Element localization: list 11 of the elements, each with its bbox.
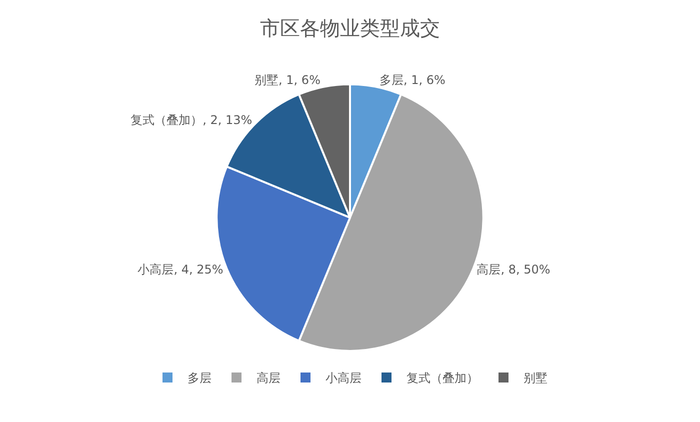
data-label: 别墅, 1, 6%: [254, 73, 320, 88]
data-label: 高层, 8, 50%: [476, 262, 550, 277]
data-label: 小高层, 4, 25%: [138, 262, 224, 277]
data-label: 多层, 1, 6%: [380, 73, 446, 88]
data-label: 复式（叠加）, 2, 13%: [130, 112, 252, 127]
legend-label: 小高层: [326, 371, 362, 386]
legend-label: 别墅: [524, 371, 548, 386]
legend-label: 复式（叠加）: [406, 371, 478, 386]
legend-label: 多层: [188, 371, 212, 386]
legend-label: 高层: [256, 371, 280, 386]
chart-title: 市区各物业类型成交: [260, 16, 440, 40]
